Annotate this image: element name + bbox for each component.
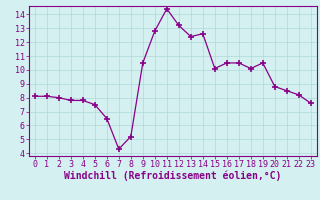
X-axis label: Windchill (Refroidissement éolien,°C): Windchill (Refroidissement éolien,°C) bbox=[64, 171, 282, 181]
